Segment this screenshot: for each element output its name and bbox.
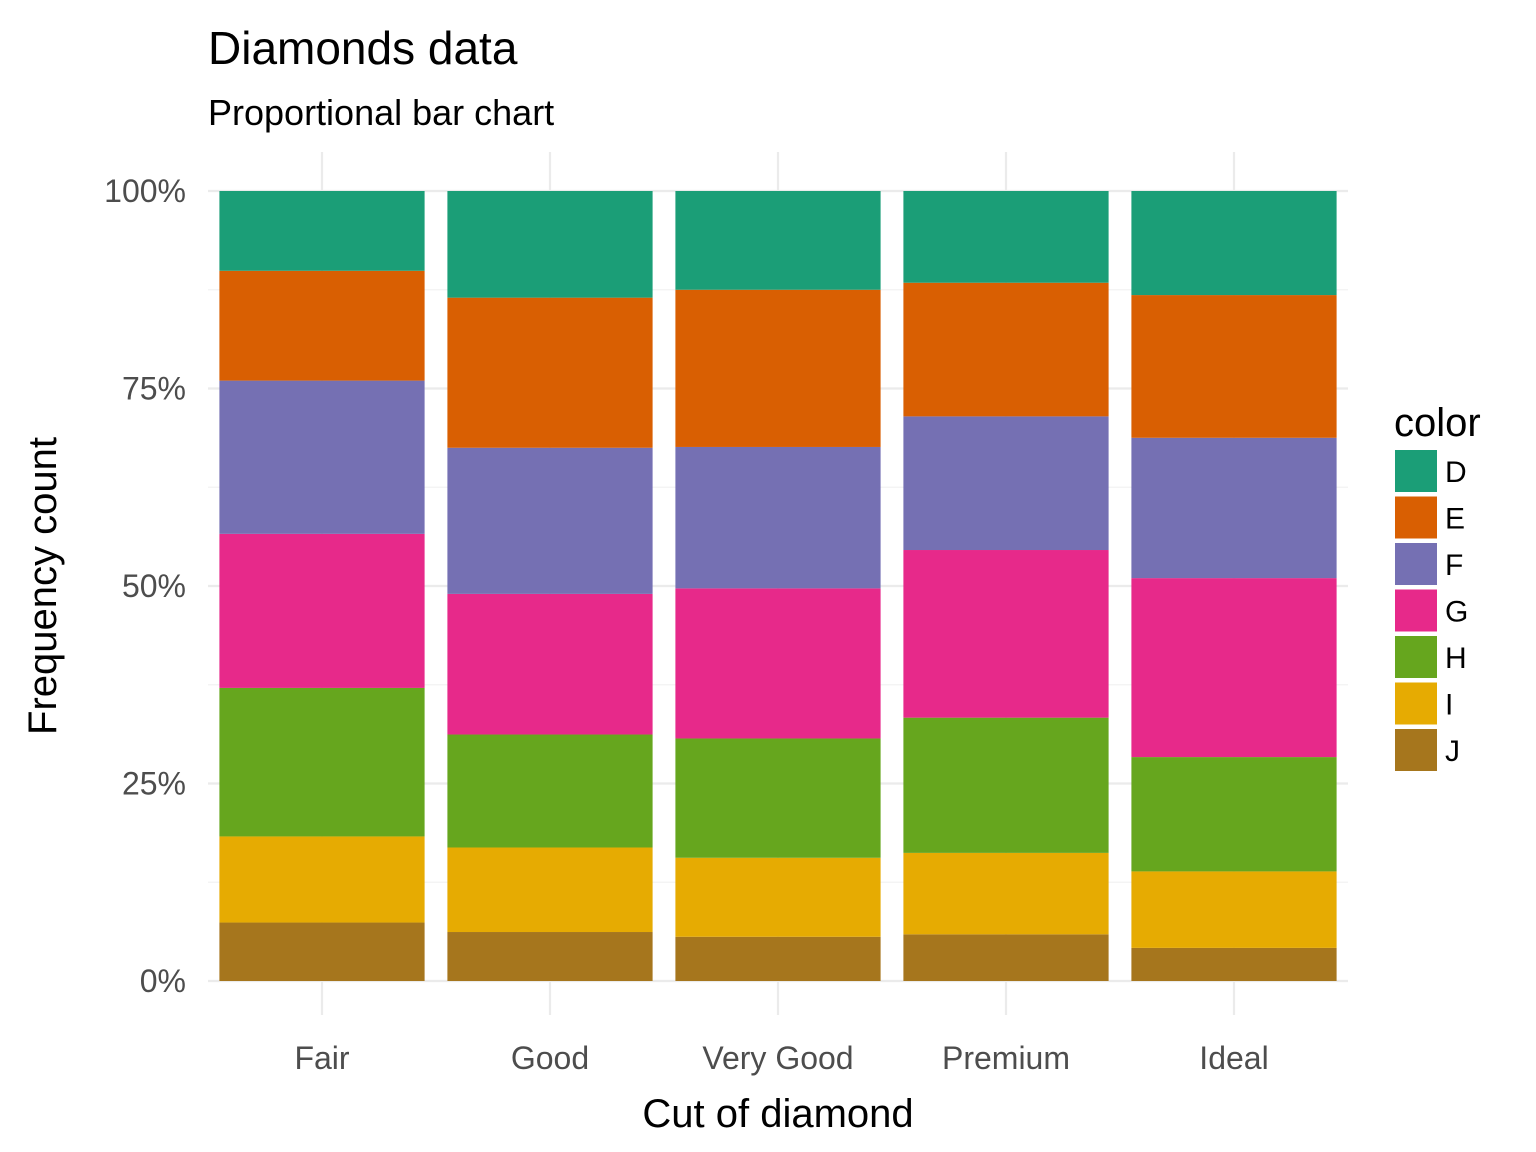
legend-label-g: G xyxy=(1445,596,1468,629)
bar-segment-good-j xyxy=(447,932,653,981)
bar-segment-very-good-i xyxy=(675,857,881,937)
x-tick-label: Ideal xyxy=(1199,1040,1268,1076)
x-tick-label: Good xyxy=(511,1040,589,1076)
bar-segment-very-good-d xyxy=(675,191,881,290)
bar-stacks xyxy=(219,191,1337,981)
bar-segment-premium-e xyxy=(903,282,1109,417)
bar-segment-fair-d xyxy=(219,191,425,271)
bar-segment-fair-i xyxy=(219,836,425,923)
bar-segment-good-f xyxy=(447,447,653,594)
bar-segment-good-h xyxy=(447,734,653,848)
legend-key-j xyxy=(1395,729,1437,771)
bar-segment-very-good-j xyxy=(675,936,881,981)
axes: 0% 25% 50% 75% 100% Fair Good Very Good Premium I… xyxy=(104,173,1269,1076)
y-tick-label: 50% xyxy=(122,568,186,604)
y-tick-label: 25% xyxy=(122,766,186,802)
bar-segment-good-d xyxy=(447,191,653,298)
legend-label-h: H xyxy=(1445,642,1467,675)
legend-label-f: F xyxy=(1445,549,1463,582)
y-tick-label: 100% xyxy=(104,173,186,209)
bar-segment-ideal-i xyxy=(1131,871,1337,948)
bar-segment-very-good-g xyxy=(675,588,881,739)
bar-segment-ideal-h xyxy=(1131,757,1337,872)
bar-segment-fair-f xyxy=(219,380,425,534)
bar-segment-very-good-f xyxy=(675,446,881,589)
y-tick-label: 75% xyxy=(122,371,186,407)
legend-key-f xyxy=(1395,543,1437,585)
legend-key-d xyxy=(1395,450,1437,492)
bar-segment-fair-h xyxy=(219,687,425,837)
bar-segment-very-good-e xyxy=(675,289,881,447)
bar-segment-ideal-j xyxy=(1131,947,1337,981)
chart-title: Diamonds data xyxy=(208,22,518,74)
x-axis-title: Cut of diamond xyxy=(642,1092,913,1136)
legend-key-h xyxy=(1395,636,1437,678)
y-axis-title: Frequency count xyxy=(21,437,65,735)
bar-segment-premium-g xyxy=(903,550,1109,718)
legend-label-i: I xyxy=(1445,689,1453,722)
bar-segment-fair-e xyxy=(219,270,425,381)
bar-segment-premium-f xyxy=(903,416,1109,551)
legend-label-e: E xyxy=(1445,503,1465,536)
legend-key-g xyxy=(1395,589,1437,632)
bar-segment-fair-g xyxy=(219,533,425,688)
x-tick-label: Premium xyxy=(942,1040,1070,1076)
legend-label-j: J xyxy=(1445,735,1460,768)
bar-segment-very-good-h xyxy=(675,738,881,858)
bar-segment-fair-j xyxy=(219,922,425,981)
y-tick-label: 0% xyxy=(140,963,186,999)
chart-subtitle: Proportional bar chart xyxy=(208,92,554,133)
bar-segment-good-i xyxy=(447,847,653,933)
legend-key-e xyxy=(1395,496,1437,539)
x-tick-label: Fair xyxy=(294,1040,349,1076)
x-tick-label: Very Good xyxy=(702,1040,853,1076)
bar-segment-ideal-f xyxy=(1131,437,1337,579)
bar-segment-good-e xyxy=(447,297,653,448)
bar-segment-premium-h xyxy=(903,717,1109,853)
bar-segment-premium-d xyxy=(903,191,1109,283)
bar-segment-good-g xyxy=(447,593,653,735)
legend-label-d: D xyxy=(1445,456,1467,489)
bar-segment-premium-j xyxy=(903,934,1109,981)
bar-segment-ideal-e xyxy=(1131,295,1337,438)
bar-segment-ideal-g xyxy=(1131,578,1337,758)
legend-key-i xyxy=(1395,682,1437,725)
bar-segment-premium-i xyxy=(903,852,1109,935)
bar-segment-ideal-d xyxy=(1131,191,1337,296)
legend-title: color xyxy=(1394,401,1481,445)
